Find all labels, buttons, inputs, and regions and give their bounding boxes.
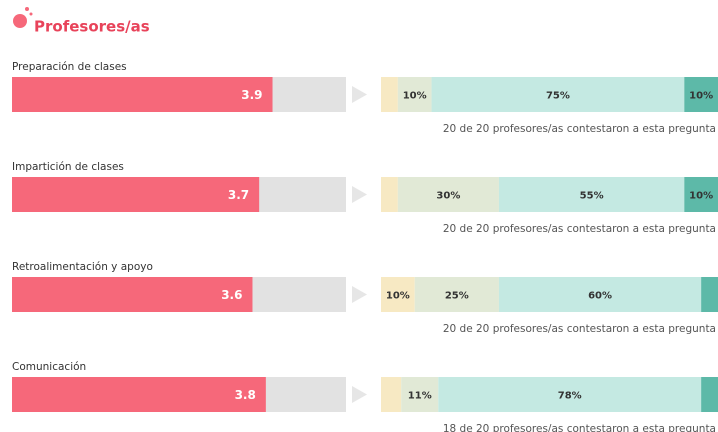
distribution-segment [438,377,702,412]
distribution-segment [498,277,702,312]
score-bar [12,177,260,212]
segment-label: 10% [689,191,713,202]
arrow [352,86,367,103]
distribution-segment [397,77,432,112]
item-label: Impartición de clases [12,161,124,173]
arrow [352,186,367,203]
response-count: 20 de 20 profesores/as contestaron a est… [443,123,716,135]
segment-label: 55% [580,191,604,202]
item-label: Comunicación [12,361,86,373]
icon [13,14,27,28]
score-bar [12,377,266,412]
arrow [352,386,367,403]
distribution-segment [397,177,499,212]
distribution-segment [684,77,718,112]
score-bar [12,277,253,312]
icon-dot [25,7,29,11]
response-count: 20 de 20 profesores/as contestaron a est… [443,223,716,235]
distribution-segment [401,377,439,412]
section-title: Profesores/as [34,18,150,36]
icon-dot [29,12,33,16]
distribution-segment [431,77,685,112]
item-label: Preparación de clases [12,61,127,73]
segment-label: 30% [436,191,460,202]
segment-label: 78% [558,391,582,402]
distribution-segment [701,377,718,412]
segment-label: 75% [546,91,570,102]
distribution-segment [381,77,398,112]
distribution-segment [381,377,402,412]
score-label: 3.9 [241,88,262,102]
distribution-segment [414,277,499,312]
score-label: 3.8 [235,388,256,402]
response-count: 20 de 20 profesores/as contestaron a est… [443,323,716,335]
score-bar [12,77,273,112]
segment-label: 10% [386,291,410,302]
segment-label: 60% [588,291,612,302]
segment-label: 11% [408,391,432,402]
segment-label: 25% [445,291,469,302]
distribution-segment [381,277,415,312]
distribution-segment [684,177,718,212]
distribution-segment [701,277,718,312]
distribution-segment [498,177,685,212]
arrow [352,286,367,303]
response-count: 18 de 20 profesores/as contestaron a est… [443,423,716,432]
distribution-segment [381,177,398,212]
score-label: 3.6 [221,288,242,302]
score-label: 3.7 [228,188,249,202]
segment-label: 10% [403,91,427,102]
segment-label: 10% [689,91,713,102]
item-label: Retroalimentación y apoyo [12,261,153,273]
